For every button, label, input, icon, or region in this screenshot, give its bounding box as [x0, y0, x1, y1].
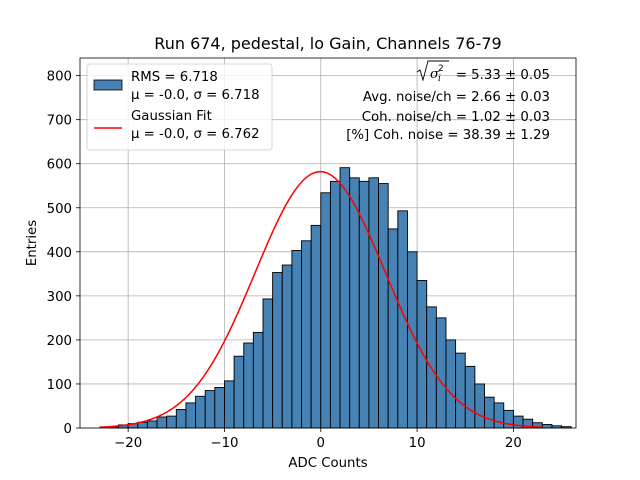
- legend-fit-label: Gaussian Fit: [131, 109, 212, 124]
- sigma-value: = 5.33 ± 0.05: [456, 68, 550, 83]
- histogram-bar: [349, 177, 360, 429]
- coh-noise: Coh. noise/ch = 1.02 ± 0.03: [362, 110, 550, 125]
- svg-text:i: i: [438, 74, 441, 84]
- y-tick-label: 700: [47, 114, 72, 129]
- histogram-bar: [378, 183, 389, 429]
- y-tick-label: 800: [47, 70, 72, 85]
- y-tick-label: 500: [47, 202, 72, 217]
- y-tick-label: 200: [47, 334, 72, 349]
- histogram-bar: [387, 228, 399, 429]
- histogram-bar: [445, 339, 457, 429]
- y-axis-label: Entries: [25, 220, 40, 266]
- legend-rms-params: μ = -0.0, σ = 6.718: [131, 88, 260, 103]
- histogram-bar: [146, 420, 158, 429]
- histogram-bar: [416, 279, 428, 429]
- histogram-bar: [224, 380, 235, 429]
- gaussian-fit-line: [99, 170, 543, 428]
- y-tick-label: 0: [64, 422, 72, 437]
- y-tick-label: 600: [47, 158, 72, 173]
- histogram-bar: [310, 224, 322, 429]
- histogram-bar: [329, 180, 341, 429]
- histogram-bar: [281, 264, 293, 429]
- svg-text:σ: σ: [430, 67, 440, 82]
- x-axis-label: ADC Counts: [288, 456, 367, 471]
- chart-title: Run 674, pedestal, lo Gain, Channels 76-…: [154, 34, 501, 53]
- histogram-bar: [214, 387, 225, 429]
- legend-fit-params: μ = -0.0, σ = 6.762: [131, 127, 260, 142]
- legend-rms-label: RMS = 6.718: [131, 70, 218, 85]
- legend: RMS = 6.718 μ = -0.0, σ = 6.718 Gaussian…: [86, 63, 273, 151]
- histogram-bar: [204, 390, 216, 429]
- histogram-bar: [493, 402, 505, 429]
- histogram-bar: [541, 424, 553, 429]
- plot-frame: [79, 57, 577, 429]
- histogram-bar: [320, 192, 331, 429]
- y-tick-label: 300: [47, 290, 72, 305]
- histogram-bar: [166, 415, 177, 429]
- histogram-bar: [484, 396, 495, 429]
- histogram-bar: [301, 240, 312, 429]
- histogram-bar: [233, 355, 245, 429]
- y-tick-label: 400: [47, 246, 72, 261]
- svg-text:2: 2: [438, 64, 444, 74]
- histogram-bar: [435, 317, 447, 429]
- histogram-bar: [252, 331, 264, 429]
- sigma-sqrt-symbol: σ i 2: [416, 60, 449, 84]
- histogram-bar: [474, 383, 485, 429]
- x-tick-label: −10: [210, 436, 238, 451]
- avg-noise: Avg. noise/ch = 2.66 ± 0.03: [363, 90, 550, 105]
- histogram-bar: [262, 298, 274, 429]
- legend-frame: [86, 63, 273, 151]
- histogram-bar: [291, 250, 302, 429]
- y-tick-label: 100: [47, 378, 72, 393]
- histogram-bar: [272, 272, 283, 429]
- histogram-bar: [185, 402, 197, 429]
- x-tick-label: 10: [409, 436, 426, 451]
- coh-noise-percent: [%] Coh. noise = 38.39 ± 1.29: [346, 128, 550, 143]
- x-tick-label: 0: [317, 436, 325, 451]
- histogram-bar: [175, 409, 187, 429]
- x-tick-label: −20: [114, 436, 142, 451]
- histogram-bar: [339, 167, 351, 429]
- histogram-bar: [455, 352, 466, 429]
- x-tick-label: 20: [505, 436, 522, 451]
- histogram-bar: [195, 395, 206, 429]
- histogram-bar: [358, 180, 370, 429]
- histogram-bar: [156, 416, 168, 429]
- histogram-bar: [243, 342, 254, 429]
- legend-rms-patch: [93, 79, 123, 91]
- noise-annotations: σ i 2 = 5.33 ± 0.05 Avg. noise/ch = 2.66…: [346, 60, 550, 143]
- histogram-bar: [464, 365, 476, 429]
- histogram-bar: [368, 177, 380, 429]
